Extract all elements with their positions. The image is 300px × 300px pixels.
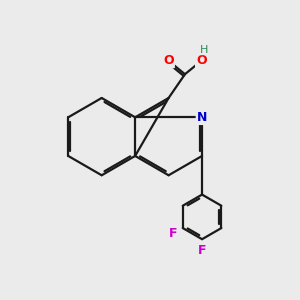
Text: H: H [200,44,208,55]
Text: N: N [197,111,207,124]
Text: O: O [196,54,207,67]
Text: F: F [169,227,177,240]
Text: F: F [198,244,206,257]
Text: O: O [163,54,174,67]
